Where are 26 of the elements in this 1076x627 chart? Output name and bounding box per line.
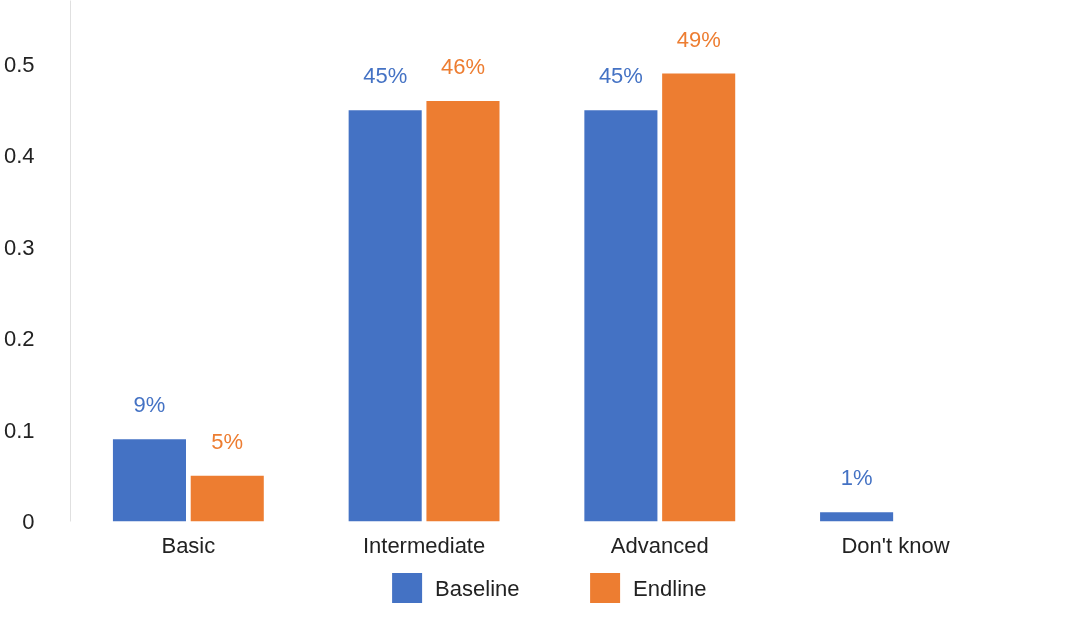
data-label: 45% bbox=[598, 63, 643, 89]
data-label: 49% bbox=[676, 26, 721, 52]
bar bbox=[584, 110, 658, 522]
bar bbox=[348, 110, 422, 522]
bar bbox=[426, 101, 500, 522]
data-label: 45% bbox=[363, 63, 408, 89]
data-label: 9% bbox=[133, 392, 166, 418]
bar bbox=[662, 73, 736, 522]
y-tick-label: 0.3 bbox=[3, 234, 35, 260]
x-tick-label: Don't know bbox=[841, 532, 950, 558]
y-tick-label: 0.5 bbox=[3, 51, 35, 77]
legend-label: Baseline bbox=[435, 575, 520, 601]
bar bbox=[820, 512, 894, 522]
x-tick-label: Basic bbox=[161, 532, 216, 558]
data-label: 5% bbox=[211, 428, 244, 454]
y-tick-label: 0.1 bbox=[3, 417, 35, 443]
x-tick-label: Intermediate bbox=[362, 532, 486, 558]
y-tick-label: 0 bbox=[22, 509, 35, 534]
bar bbox=[112, 439, 186, 522]
data-label: 46% bbox=[440, 54, 485, 80]
y-tick-label: 0.4 bbox=[3, 143, 35, 169]
data-label: 1% bbox=[840, 465, 873, 491]
legend-label: Endline bbox=[633, 575, 707, 601]
bar bbox=[190, 475, 264, 522]
x-tick-label: Advanced bbox=[610, 532, 709, 558]
y-tick-label: 0.2 bbox=[3, 326, 35, 352]
